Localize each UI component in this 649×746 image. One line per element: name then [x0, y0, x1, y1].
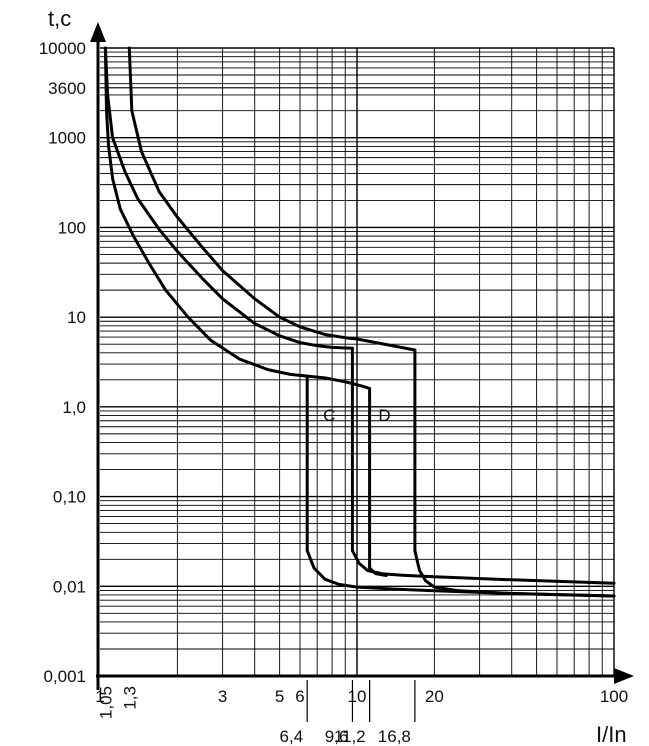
y-tick-label-8: 0,001	[43, 667, 86, 686]
x-axis-title: I/In	[596, 722, 627, 746]
tick-labels: 10000 3600 1000 100 10 1,0 0,10 0,01 0,001 1 3 5 6 10…	[39, 39, 628, 746]
y-axis-arrow	[90, 22, 106, 42]
x-tick-label-bottom-3: 16,8	[378, 727, 411, 746]
curve-8	[305, 549, 616, 598]
x-tick-label-4: 10	[348, 687, 367, 706]
x-tick-label-5: 20	[425, 687, 444, 706]
x-tick-label-1: 3	[218, 687, 227, 706]
y-tick-label-2: 1000	[48, 129, 86, 148]
x-tick-label-bottom-2: 11,2	[334, 727, 366, 746]
x-tick-label-3: 6	[295, 687, 304, 706]
curve-11	[413, 549, 616, 598]
y-tick-label-7: 0,01	[53, 577, 86, 596]
y-tick-label-3: 100	[58, 218, 86, 237]
y-tick-label-6: 0,10	[53, 488, 86, 507]
x-tick-label-bottom-1: 9,6	[325, 727, 349, 746]
x-tick-label-rotated-1: 1,3	[120, 686, 139, 710]
x-tick-label-2: 5	[275, 687, 284, 706]
grid	[100, 47, 615, 676]
curve-4	[355, 337, 417, 352]
curve-0	[103, 46, 354, 350]
x-tick-label-6: 100	[600, 687, 628, 706]
curve-label-0: C	[323, 406, 335, 425]
y-tick-label-5: 1,0	[62, 398, 86, 417]
x-tick-label-bottom-0: 6,4	[280, 727, 304, 746]
y-tick-label-1: 3600	[48, 79, 86, 98]
curves	[103, 46, 616, 598]
axes	[90, 22, 634, 690]
x-axis-arrow	[614, 668, 634, 684]
curve-2	[103, 46, 372, 390]
y-axis-title: t,c	[48, 6, 71, 31]
x-tick-label-rotated-0: 1,05	[96, 686, 115, 719]
curve-10	[368, 566, 388, 577]
y-tick-label-0: 10000	[39, 39, 86, 58]
x-tick-label-0: 1	[95, 687, 104, 706]
y-tick-label-4: 10	[67, 308, 86, 327]
curve-9	[350, 549, 616, 585]
curve-label-1: D	[378, 406, 390, 425]
curve-1	[127, 46, 359, 341]
